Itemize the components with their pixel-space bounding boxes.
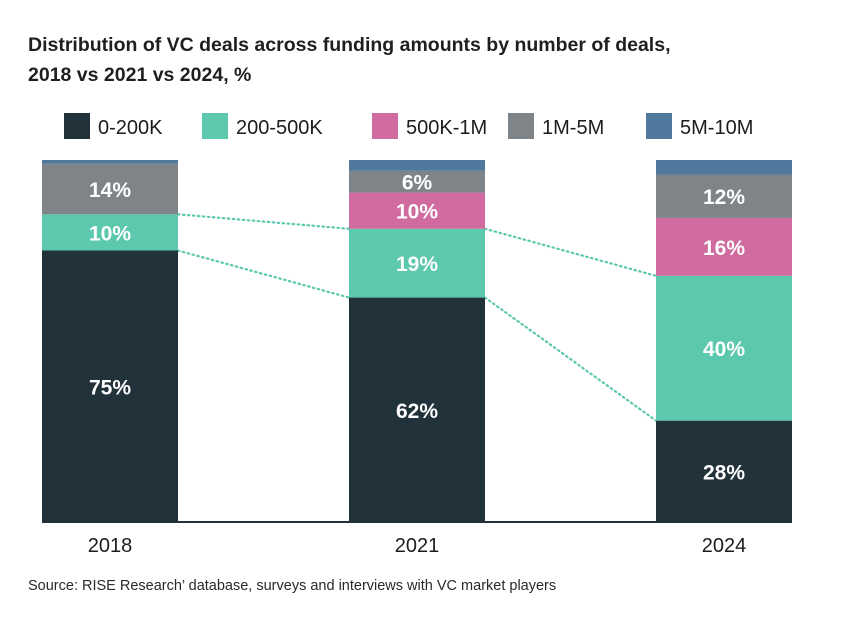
legend-swatch-200-500k [202,113,228,139]
data-label-2021-200-500k: 19% [396,253,438,276]
legend-swatch-0-200k [64,113,90,139]
legend-swatch-500k-1m [372,113,398,139]
x-tick-2024: 2024 [702,535,747,557]
legend-label-1m-5m: 1M-5M [542,117,604,139]
bars [42,160,792,522]
data-label-2024-200-500k: 40% [703,338,745,361]
bar-2018-1m-5m [42,163,178,215]
connector-top-2018-2021 [176,213,351,230]
x-tick-2018: 2018 [88,535,133,557]
data-label-2024-500k-1m: 16% [703,237,745,260]
connector-bottom-2018-2021 [176,249,351,299]
legend-label-200-500k: 200-500K [236,117,323,139]
data-label-2021-1m-5m: 6% [402,172,433,195]
chart-legend: 0-200K 200-500K 500K-1M 1M-5M 5M-10M [64,113,753,139]
data-label-2018-1m-5m: 14% [89,179,131,202]
connector-lines [176,213,658,422]
chart-title-line-2: 2018 vs 2021 vs 2024, % [28,64,252,86]
bar-2021-5m-10m [349,160,485,171]
chart-title-line-1: Distribution of VC deals across funding … [28,34,671,56]
bar-2018-5m-10m [42,160,178,164]
data-label-2018-200-500k: 10% [89,222,131,245]
x-axis-tick-labels: 2018 2021 2024 [88,535,747,557]
bar-2018-200-500k [42,214,178,251]
bar-2021-0-200k [349,297,485,522]
data-label-2024-1m-5m: 12% [703,186,745,209]
data-label-2021-500k-1m: 10% [396,201,438,224]
x-tick-2021: 2021 [395,535,440,557]
connector-top-2021-2024 [483,227,658,277]
bar-2021-1m-5m [349,170,485,193]
legend-swatch-5m-10m [646,113,672,139]
legend-label-500k-1m: 500K-1M [406,117,487,139]
bar-2024-5m-10m [656,160,792,175]
bar-2024-200-500k [656,275,792,421]
bar-2021-200-500k [349,228,485,298]
data-label-2024-0-200k: 28% [703,461,745,484]
bar-2024-500k-1m [656,217,792,276]
legend-label-0-200k: 0-200K [98,117,163,139]
segment-labels: 75% 10% 14% 62% 19% 10% 6% 28% 40% 16% 12% [89,172,745,485]
legend-label-5m-10m: 5M-10M [680,117,753,139]
data-label-2018-0-200k: 75% [89,376,131,399]
legend-swatch-1m-5m [508,113,534,139]
connector-bottom-2021-2024 [483,296,658,422]
bar-2021-500k-1m [349,192,485,229]
bar-2018-0-200k [42,250,178,522]
source-note: Source: RISE Research’ database, surveys… [28,578,557,594]
chart-title: Distribution of VC deals across funding … [28,30,828,90]
data-label-2021-0-200k: 62% [396,400,438,423]
bar-2024-1m-5m [656,174,792,218]
bar-2024-0-200k [656,420,792,522]
